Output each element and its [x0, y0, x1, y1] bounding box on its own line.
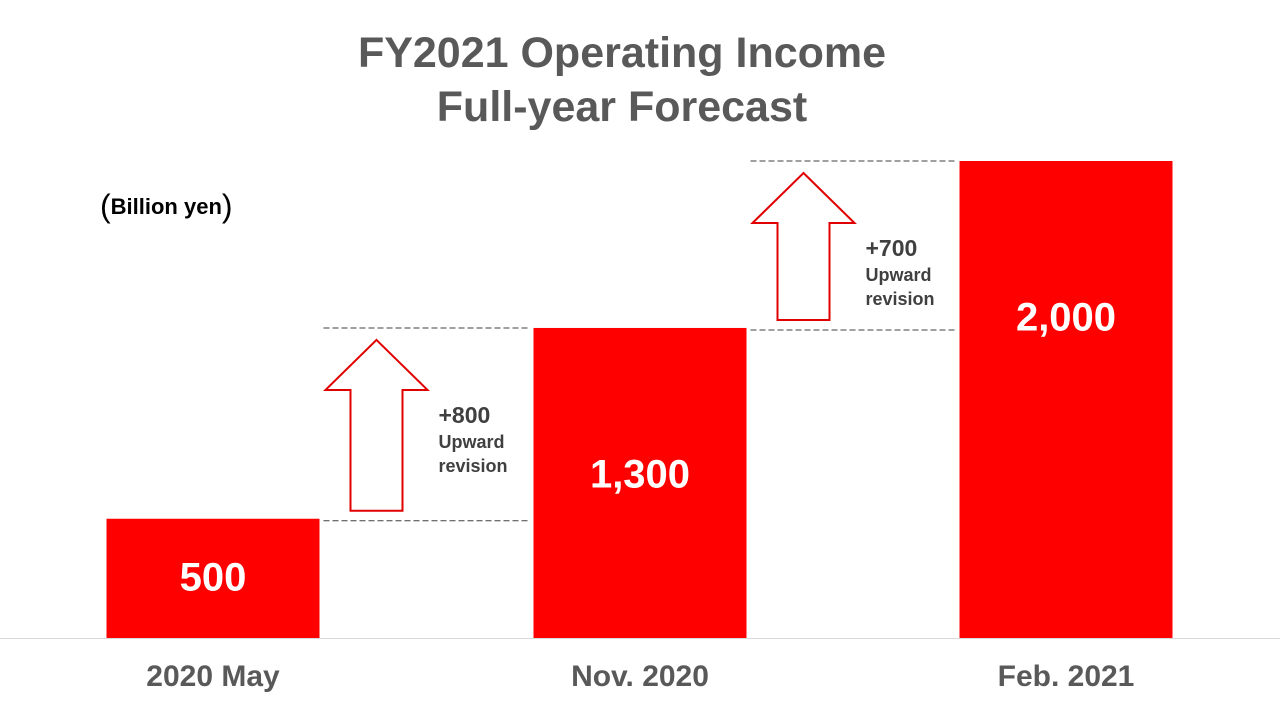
category-label-2: Feb. 2021 [997, 660, 1135, 693]
revision-text-0-0: Upward [438, 431, 505, 452]
revision-annotation-0: +800 Upward revision [439, 400, 508, 478]
bar-value-label-1: 1,300 [589, 452, 691, 497]
bar-1 [533, 327, 747, 638]
unit-label-text: Billion yen [110, 194, 222, 219]
bar-0 [106, 518, 320, 638]
chart-title: FY2021 Operating Income Full-year Foreca… [0, 26, 1244, 134]
up-arrow-icon-1 [750, 171, 857, 321]
revision-amount-1: +700 [865, 235, 918, 261]
bar-2 [959, 161, 1173, 638]
chart-title-line-1: FY2021 Operating Income [357, 29, 887, 77]
up-arrow-icon-0 [323, 338, 430, 512]
bar-value-label-2: 2,000 [1015, 295, 1117, 339]
revision-text-0-1: revision [438, 455, 508, 476]
category-label-0: 2020 May [146, 660, 280, 693]
revision-amount-0: +800 [438, 401, 491, 428]
category-label-1: Nov. 2020 [571, 660, 709, 693]
revision-annotation-1: +700 Upward revision [866, 233, 935, 311]
unit-label: (Billion yen) [100, 188, 233, 224]
chart-title-line-2: Full-year Forecast [436, 83, 808, 131]
bar-value-label-0: 500 [179, 555, 247, 600]
revision-text-1-1: revision [865, 289, 935, 309]
revision-text-1-0: Upward [865, 265, 932, 285]
